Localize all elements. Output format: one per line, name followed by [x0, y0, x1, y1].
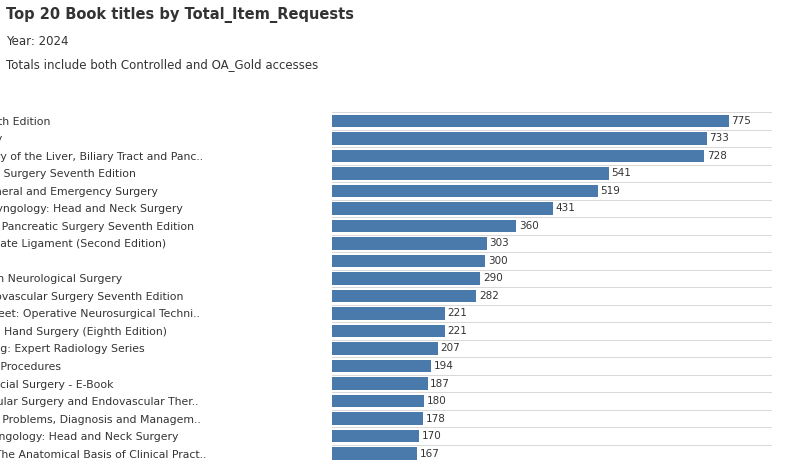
Text: 360: 360 — [518, 221, 538, 231]
Text: 194: 194 — [434, 361, 454, 371]
Bar — [332, 184, 598, 197]
Text: 180: 180 — [426, 396, 446, 406]
Text: 207: 207 — [441, 344, 460, 354]
Text: Top 20 Book titles by Total_Item_Requests: Top 20 Book titles by Total_Item_Request… — [6, 7, 354, 23]
Bar — [332, 149, 705, 162]
Text: 178: 178 — [426, 414, 446, 424]
Text: 290: 290 — [483, 274, 502, 283]
Text: 431: 431 — [555, 204, 575, 213]
Text: 282: 282 — [479, 291, 498, 301]
Text: 775: 775 — [731, 116, 751, 126]
Text: 187: 187 — [430, 379, 450, 389]
Bar — [332, 290, 476, 302]
Text: 167: 167 — [420, 449, 440, 459]
Text: 541: 541 — [611, 169, 631, 178]
Bar — [332, 377, 428, 390]
Bar — [332, 272, 480, 285]
Bar — [332, 325, 445, 337]
Text: Totals include both Controlled and OA_Gold accesses: Totals include both Controlled and OA_Go… — [6, 58, 318, 71]
Bar — [332, 447, 418, 460]
Bar — [332, 307, 445, 320]
Bar — [332, 255, 486, 267]
Bar — [332, 342, 438, 355]
Text: 221: 221 — [448, 309, 467, 318]
Bar — [332, 167, 609, 180]
Text: 303: 303 — [490, 239, 510, 248]
Text: Year: 2024: Year: 2024 — [6, 35, 69, 48]
Bar — [332, 395, 424, 407]
Text: 221: 221 — [448, 326, 467, 336]
Bar — [332, 202, 553, 215]
Text: 733: 733 — [710, 134, 730, 143]
Bar — [332, 430, 419, 442]
Bar — [332, 219, 516, 232]
Text: 728: 728 — [707, 151, 727, 161]
Bar — [332, 237, 487, 250]
Bar — [332, 132, 707, 145]
Bar — [332, 114, 729, 127]
Text: 519: 519 — [600, 186, 620, 196]
Text: 300: 300 — [488, 256, 508, 266]
Text: 170: 170 — [422, 431, 442, 441]
Bar — [332, 360, 431, 372]
Bar — [332, 412, 423, 425]
